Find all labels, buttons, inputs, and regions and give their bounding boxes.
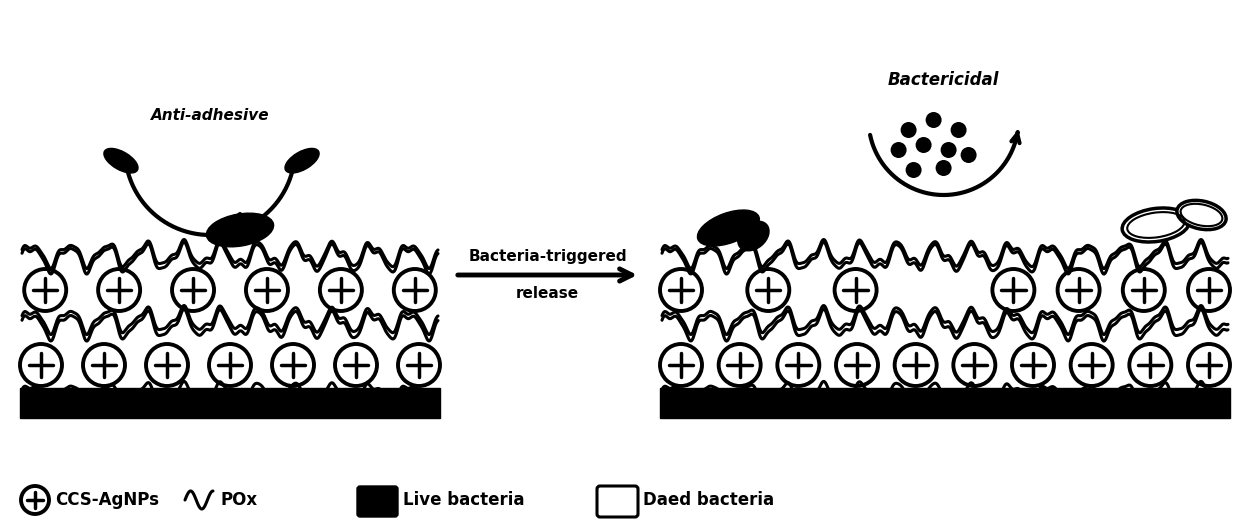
Circle shape [398, 344, 440, 386]
Circle shape [1188, 344, 1230, 386]
Circle shape [1130, 344, 1172, 386]
Circle shape [951, 122, 967, 138]
Circle shape [25, 269, 66, 311]
Circle shape [835, 269, 877, 311]
Circle shape [1012, 344, 1054, 386]
Circle shape [961, 147, 977, 163]
Circle shape [941, 142, 956, 158]
FancyBboxPatch shape [596, 486, 639, 517]
Circle shape [954, 344, 996, 386]
Circle shape [83, 344, 125, 386]
Circle shape [890, 142, 906, 158]
Circle shape [1188, 269, 1230, 311]
Circle shape [660, 344, 702, 386]
Circle shape [748, 269, 790, 311]
Circle shape [895, 344, 936, 386]
Circle shape [905, 162, 921, 178]
Text: CCS-AgNPs: CCS-AgNPs [55, 491, 159, 509]
Ellipse shape [104, 149, 138, 173]
Circle shape [272, 344, 314, 386]
Circle shape [210, 344, 250, 386]
Ellipse shape [1177, 200, 1226, 230]
Circle shape [246, 269, 288, 311]
Text: Daed bacteria: Daed bacteria [644, 491, 774, 509]
FancyBboxPatch shape [357, 486, 398, 517]
Circle shape [925, 112, 941, 128]
Circle shape [98, 269, 140, 311]
Circle shape [660, 269, 702, 311]
Circle shape [146, 344, 188, 386]
Text: Anti-adhesive: Anti-adhesive [151, 108, 269, 122]
Circle shape [1070, 344, 1112, 386]
Ellipse shape [285, 149, 319, 173]
Circle shape [936, 160, 951, 176]
Text: release: release [516, 286, 579, 301]
Ellipse shape [1122, 208, 1189, 242]
Circle shape [777, 344, 820, 386]
Ellipse shape [738, 221, 769, 251]
Ellipse shape [206, 213, 274, 247]
Circle shape [992, 269, 1034, 311]
Text: Bacteria-triggered: Bacteria-triggered [469, 249, 626, 265]
Circle shape [172, 269, 215, 311]
Circle shape [335, 344, 377, 386]
Text: POx: POx [219, 491, 257, 509]
Circle shape [21, 486, 50, 514]
Bar [660, 388, 1230, 418]
Circle shape [1122, 269, 1164, 311]
Circle shape [1058, 269, 1100, 311]
Circle shape [20, 344, 62, 386]
Circle shape [394, 269, 435, 311]
Circle shape [900, 122, 916, 138]
Text: Bactericidal: Bactericidal [888, 71, 999, 89]
Bar [20, 388, 440, 418]
Circle shape [915, 137, 931, 153]
Circle shape [719, 344, 760, 386]
Ellipse shape [697, 210, 759, 246]
Text: Live bacteria: Live bacteria [403, 491, 525, 509]
Circle shape [320, 269, 362, 311]
Circle shape [836, 344, 878, 386]
